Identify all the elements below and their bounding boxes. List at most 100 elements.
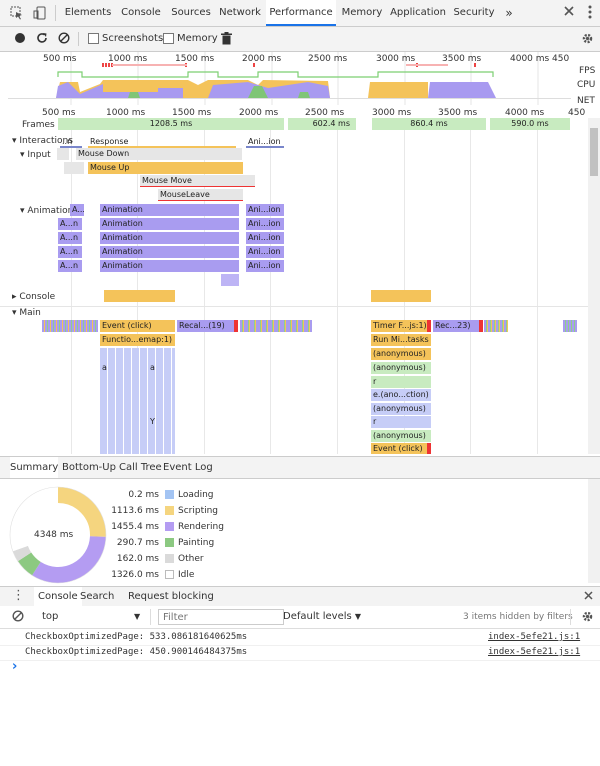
timeline-overview[interactable]: 500 ms 1000 ms 1500 ms 2000 ms 2500 ms 3… xyxy=(8,52,571,105)
record-icon[interactable] xyxy=(14,32,26,48)
drawer-tab-search[interactable]: Search xyxy=(80,591,115,602)
input-block[interactable] xyxy=(64,162,84,174)
console-track-label[interactable]: ▸ Console xyxy=(12,292,55,302)
mouse-move-block[interactable]: Mouse Move xyxy=(140,175,255,187)
anonymous-block[interactable]: (anonymous) xyxy=(371,430,431,442)
tab-event-log[interactable]: Event Log xyxy=(163,462,213,473)
animation-block[interactable]: Animation xyxy=(100,246,239,258)
trash-icon[interactable] xyxy=(221,32,232,49)
animation-block[interactable]: Animation xyxy=(100,260,239,272)
input-track-label[interactable]: ▾ Input xyxy=(20,150,51,160)
screenshots-checkbox[interactable] xyxy=(88,33,99,44)
tab-sources[interactable]: Sources xyxy=(171,7,211,18)
context-selector[interactable]: top ▼ xyxy=(34,610,144,624)
console-block[interactable] xyxy=(104,290,175,302)
mouse-down-block[interactable]: Mouse Down xyxy=(76,148,242,160)
clear-icon[interactable] xyxy=(58,32,70,48)
animation-block[interactable]: A...n xyxy=(58,232,82,244)
tab-bottom-up[interactable]: Bottom-Up xyxy=(62,462,116,473)
drawer-tab-console[interactable]: Console xyxy=(34,587,82,606)
frame-block[interactable]: 590.0 ms xyxy=(490,118,570,130)
console-block[interactable] xyxy=(371,290,431,302)
tab-memory[interactable]: Memory xyxy=(341,7,383,18)
task-strip[interactable] xyxy=(563,320,577,332)
event-click-block[interactable]: Event (click) xyxy=(371,443,431,454)
task-strip[interactable] xyxy=(240,320,312,332)
tab-console[interactable]: Console xyxy=(121,7,161,18)
drawer-menu-icon[interactable]: ⋮ xyxy=(12,588,25,603)
task-strip[interactable] xyxy=(42,320,98,332)
inspect-element-icon[interactable] xyxy=(10,6,24,24)
run-microtasks-block[interactable]: Run Mi...tasks xyxy=(371,334,431,346)
close-drawer-icon[interactable] xyxy=(584,590,593,604)
animation-block[interactable]: Animation xyxy=(100,204,239,216)
tab-security[interactable]: Security xyxy=(453,7,495,18)
flame-scrollbar[interactable] xyxy=(588,118,600,454)
animation-block[interactable]: Ani...ion xyxy=(246,260,284,272)
animation-block[interactable] xyxy=(221,274,239,286)
interactions-track-label[interactable]: ▾ Interactions xyxy=(12,136,73,146)
frame-block[interactable]: 602.4 ms xyxy=(288,118,356,130)
response-block[interactable]: Response xyxy=(88,136,236,148)
animation-block[interactable]: Ani...ion xyxy=(246,218,284,230)
task-strip[interactable] xyxy=(484,320,508,332)
flame-scrollbar-thumb[interactable] xyxy=(590,128,598,176)
close-icon[interactable] xyxy=(564,6,574,20)
animation-block[interactable]: Ani...ion xyxy=(246,204,284,216)
frame-block[interactable]: 1208.5 ms xyxy=(58,118,284,130)
timer-fired-block[interactable]: Timer F...js:1) xyxy=(371,320,431,332)
summary-total: 4348 ms xyxy=(34,530,74,540)
animation-block[interactable]: A...n xyxy=(58,218,82,230)
interaction-block[interactable]: ..n xyxy=(60,136,82,148)
call-frame-block[interactable]: e.(ano...ction) xyxy=(371,389,431,401)
animation-track-label[interactable]: ▾ Animation xyxy=(20,206,73,216)
anonymous-block[interactable]: (anonymous) xyxy=(371,362,431,374)
tab-performance[interactable]: Performance xyxy=(266,0,336,26)
recalc-style-block[interactable]: Recal...(19) xyxy=(177,320,238,332)
console-prompt-input[interactable]: › xyxy=(10,660,590,676)
call-stack-block[interactable] xyxy=(100,348,175,454)
event-click-block[interactable]: Event (click) xyxy=(100,320,175,332)
frame-block[interactable]: 860.4 ms xyxy=(372,118,486,130)
settings-gear-icon[interactable] xyxy=(581,32,594,49)
more-tabs-button[interactable]: » xyxy=(505,6,513,20)
kebab-menu-icon[interactable] xyxy=(586,5,594,23)
console-source-link[interactable]: index-5efe21.js:1 xyxy=(488,632,581,642)
console-filter-input[interactable] xyxy=(158,609,284,625)
animation-block[interactable]: Animation xyxy=(100,218,239,230)
animation-block[interactable]: Ani...ion xyxy=(246,232,284,244)
memory-checkbox[interactable] xyxy=(163,33,174,44)
anonymous-block[interactable]: (anonymous) xyxy=(371,348,431,360)
anonymous-block[interactable]: (anonymous) xyxy=(371,403,431,415)
tab-network[interactable]: Network xyxy=(219,7,261,18)
tab-elements[interactable]: Elements xyxy=(64,7,112,18)
animation-block[interactable]: A...n xyxy=(58,246,82,258)
main-track-label[interactable]: ▾ Main xyxy=(12,308,41,318)
hidden-items-count: 3 items hidden by filters xyxy=(463,612,573,622)
mouse-up-block[interactable]: Mouse Up xyxy=(88,162,243,174)
tab-call-tree[interactable]: Call Tree xyxy=(119,462,162,473)
console-settings-gear-icon[interactable] xyxy=(581,610,594,627)
performance-toolbar: Screenshots Memory xyxy=(0,27,600,52)
clear-console-icon[interactable] xyxy=(12,610,24,626)
device-toolbar-icon[interactable] xyxy=(33,6,47,24)
animation-block[interactable]: Ani...ion xyxy=(246,246,284,258)
drawer-tab-request-blocking[interactable]: Request blocking xyxy=(128,591,214,602)
tab-application[interactable]: Application xyxy=(390,7,446,18)
mouse-leave-block[interactable]: MouseLeave xyxy=(158,189,243,201)
animation-block[interactable]: Animation xyxy=(100,232,239,244)
animation-block[interactable]: A...n xyxy=(58,260,82,272)
animation-block[interactable]: A...n xyxy=(70,204,84,216)
recalc-style-block[interactable]: Rec...23) xyxy=(433,320,483,332)
function-call-block[interactable]: Functio...emap:1) xyxy=(100,334,175,346)
call-frame-block[interactable]: r xyxy=(371,376,431,388)
tab-summary[interactable]: Summary xyxy=(10,457,58,478)
summary-scrollbar[interactable] xyxy=(588,479,600,583)
input-block[interactable] xyxy=(57,148,69,160)
log-levels-dropdown[interactable]: Default levels ▼ xyxy=(283,606,361,628)
flame-chart[interactable]: Frames 1208.5 ms 602.4 ms 860.4 ms 590.0… xyxy=(0,118,588,454)
call-frame-block[interactable]: r xyxy=(371,416,431,428)
console-source-link[interactable]: index-5efe21.js:1 xyxy=(488,647,581,657)
reload-icon[interactable] xyxy=(36,32,48,48)
animation-interaction-block[interactable]: Ani...ion xyxy=(246,136,284,148)
